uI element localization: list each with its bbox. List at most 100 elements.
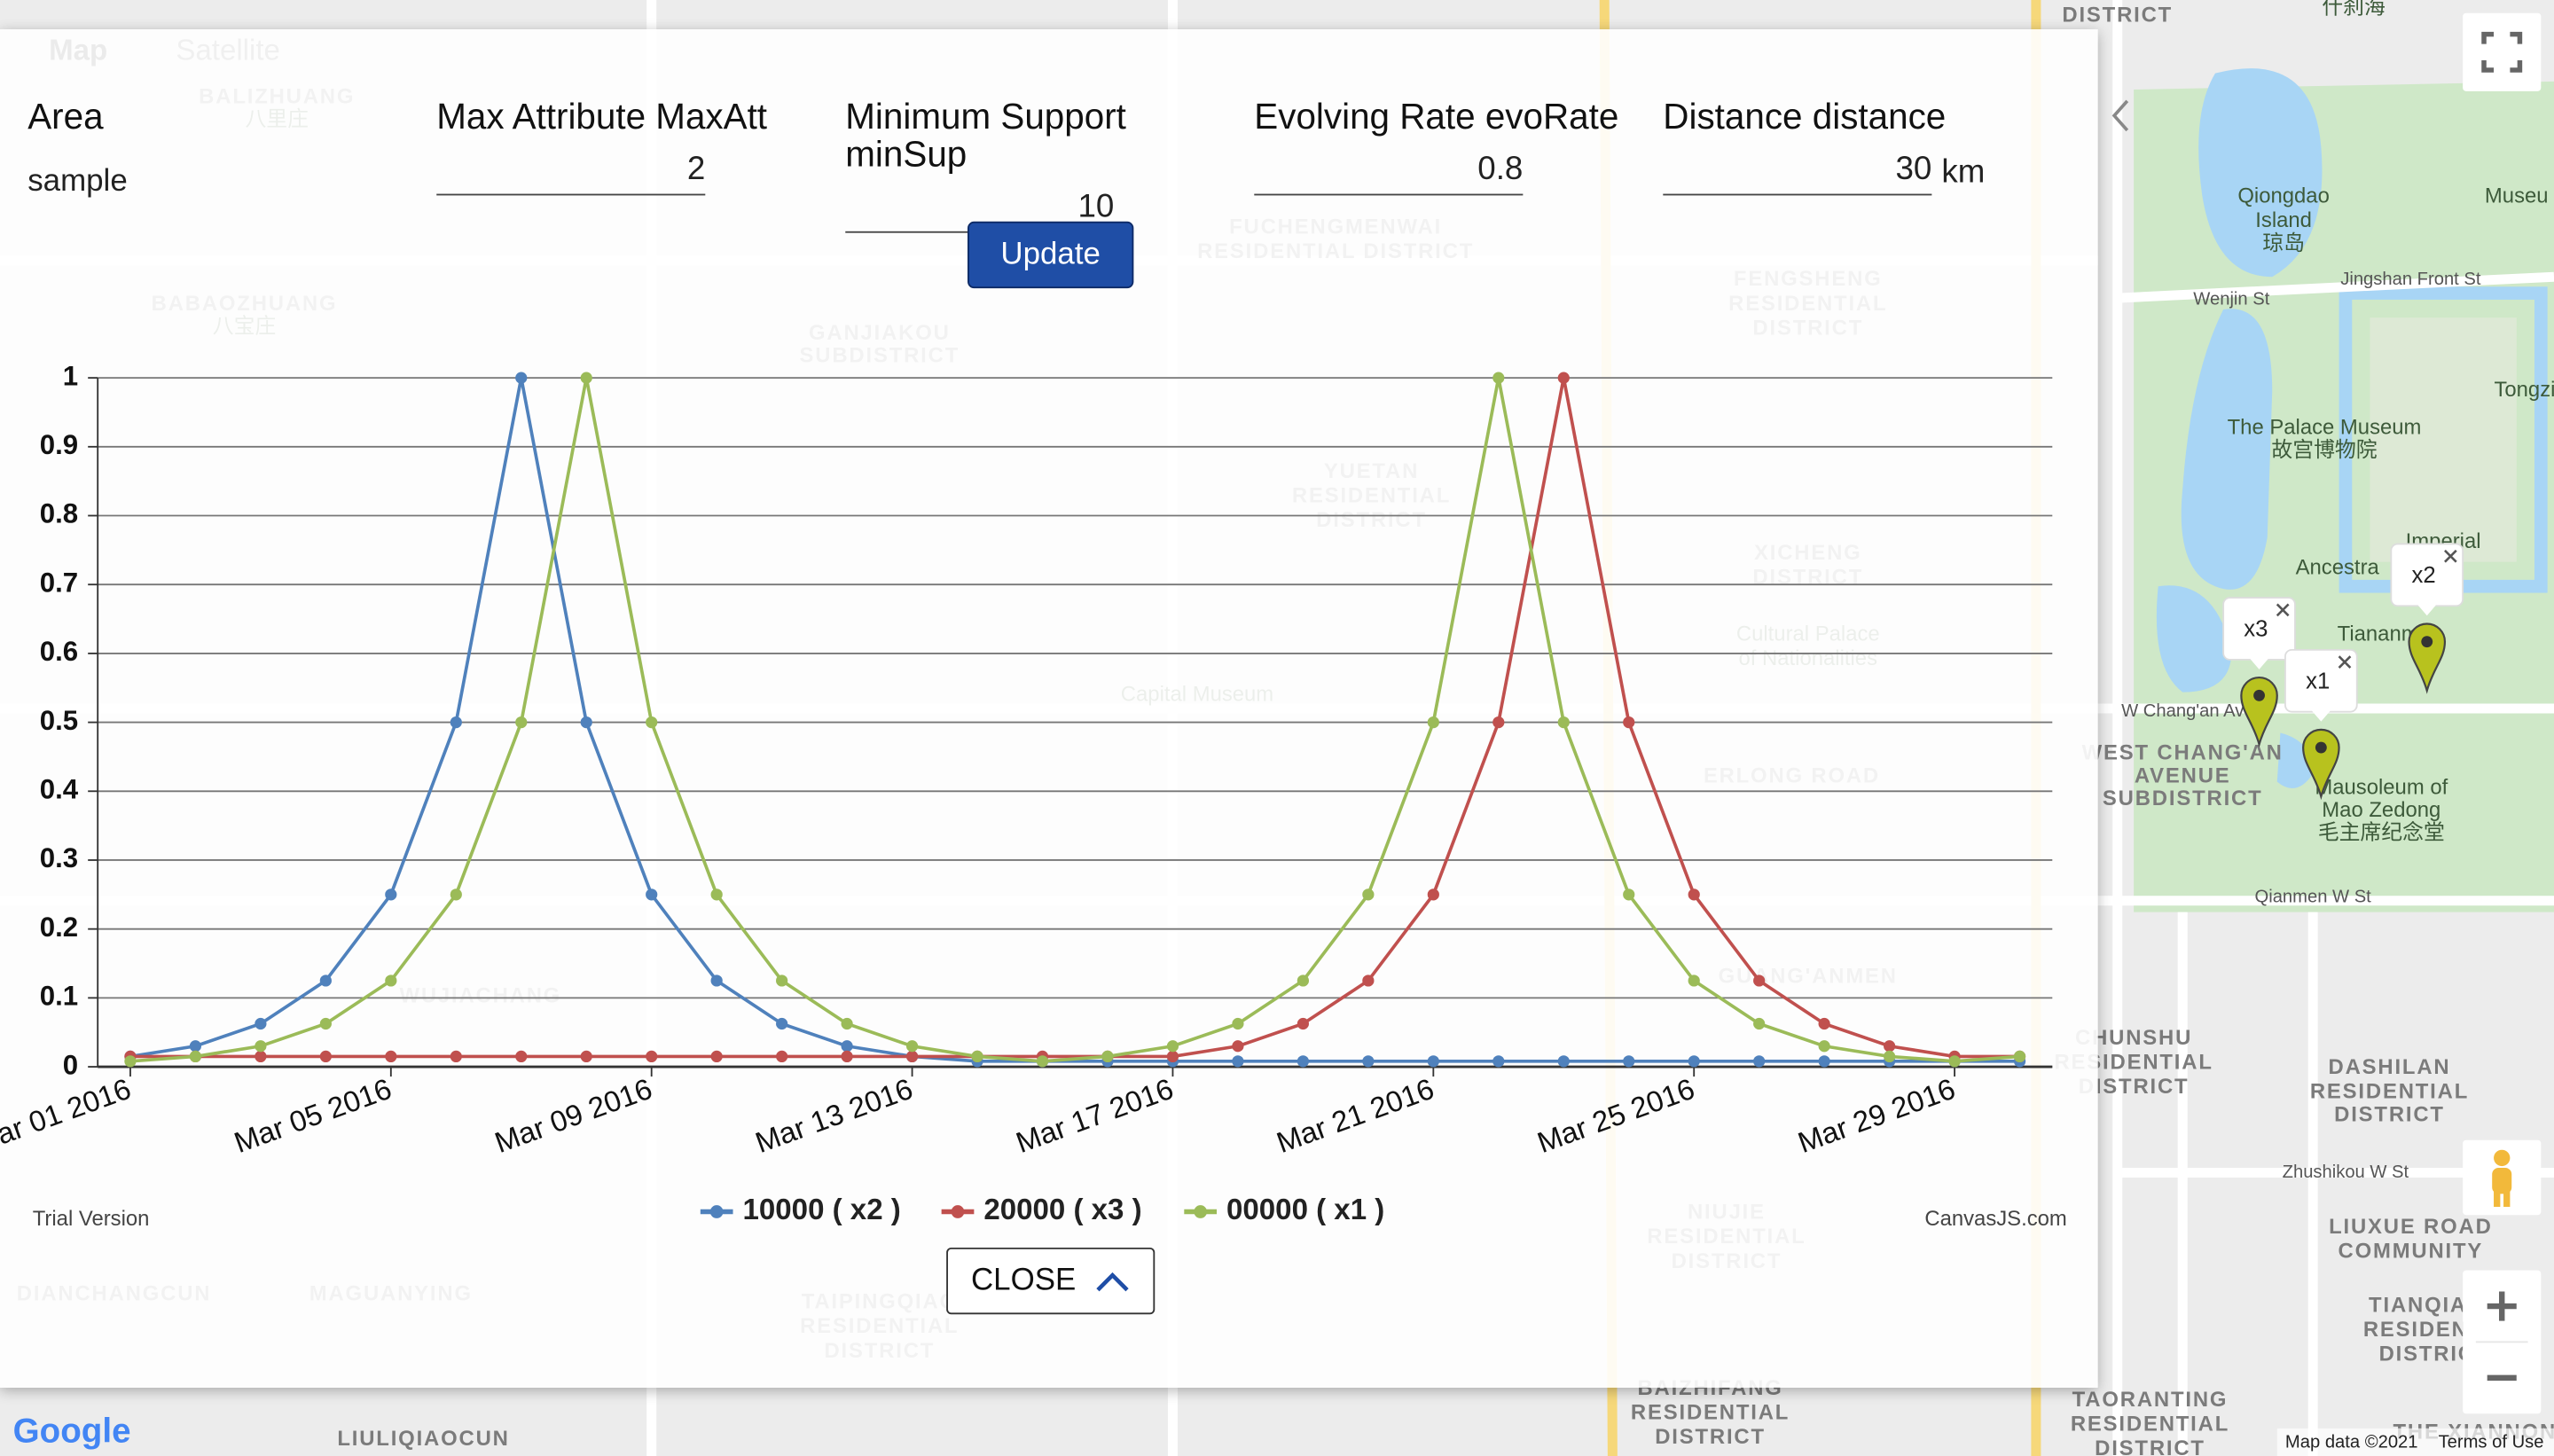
data-point: [319, 1017, 332, 1030]
data-point: [1166, 1040, 1179, 1053]
data-point: [124, 1055, 137, 1068]
data-point: [385, 1050, 397, 1063]
attribution-bar: [2276, 1428, 2554, 1456]
zoom-controls[interactable]: [2463, 1270, 2542, 1414]
data-point: [776, 1017, 788, 1030]
field-label: Evolving Rate evoRate: [1254, 96, 1619, 137]
data-point: [1623, 716, 1635, 729]
map-label: RESIDENTIAL: [2071, 1412, 2229, 1436]
data-point: [1427, 1055, 1439, 1068]
credit[interactable]: CanvasJS.com: [1924, 1207, 2066, 1231]
field-input[interactable]: 30: [1663, 148, 1932, 196]
data-point: [450, 716, 462, 729]
map-label: Zhushikou W St: [2283, 1162, 2409, 1182]
data-point: [580, 372, 592, 384]
info-window-text: x2: [2411, 563, 2435, 588]
data-point: [841, 1050, 853, 1063]
lake: [2156, 585, 2232, 693]
data-point: [580, 716, 592, 729]
map-label: COMMUNITY: [2339, 1240, 2484, 1264]
data-point: [580, 1050, 592, 1063]
data-point: [1818, 1055, 1830, 1068]
data-point: [1753, 1055, 1766, 1068]
series-line: [129, 377, 2020, 1063]
pegman-button[interactable]: [2463, 1139, 2542, 1216]
info-window-close[interactable]: [2276, 603, 2290, 617]
map-label: RESIDENTIAL: [1631, 1401, 1790, 1425]
attribution: Map data ©2021: [2285, 1433, 2418, 1452]
field-input[interactable]: 2: [436, 148, 706, 196]
field-input[interactable]: 0.8: [1254, 148, 1524, 196]
y-tick-label: 0.5: [40, 705, 78, 736]
map-label: LIULIQIAOCUN: [337, 1427, 509, 1451]
map-marker[interactable]: x2: [2390, 543, 2464, 694]
lake: [2181, 309, 2273, 590]
legend-dot: [1194, 1205, 1208, 1218]
map-label: 什刹海: [2322, 0, 2386, 19]
data-point: [255, 1017, 267, 1030]
map-label: DISTRICT: [1655, 1425, 1766, 1449]
map-label: Tongzi: [2494, 378, 2554, 402]
y-tick-label: 0.1: [40, 981, 78, 1012]
series-line: [129, 377, 2020, 1063]
data-point: [1362, 888, 1375, 901]
map-marker[interactable]: x3: [2222, 597, 2296, 748]
form-field: Minimum Support minSup 10: [845, 98, 1228, 233]
y-tick-label: 0.9: [40, 429, 78, 460]
pin: [2408, 622, 2447, 694]
info-window-close[interactable]: [2444, 549, 2457, 563]
map-label: W Chang'an Av: [2121, 701, 2245, 721]
map-label: AVENUE: [2135, 763, 2231, 787]
map-label: RESIDENTIAL: [2310, 1080, 2469, 1104]
data-point: [841, 1040, 853, 1053]
map-label: TAORANTING: [2072, 1388, 2229, 1412]
info-window-close[interactable]: [2338, 655, 2352, 669]
terms-link[interactable]: Terms of Use: [2439, 1433, 2544, 1452]
collapse-arrow[interactable]: [2111, 99, 2129, 132]
close-label: CLOSE: [970, 1264, 1077, 1298]
y-tick-label: 0.2: [40, 912, 78, 943]
map-label: Qianmen W St: [2255, 887, 2372, 906]
data-point: [1492, 716, 1505, 729]
data-point: [1623, 888, 1635, 901]
fullscreen-button[interactable]: [2463, 12, 2542, 91]
field-input: sample: [27, 164, 128, 200]
data-point: [841, 1017, 853, 1030]
data-point: [515, 1050, 528, 1063]
data-point: [776, 975, 788, 987]
map-label: WEST CHANG'AN: [2082, 741, 2284, 765]
map-label: SUBDISTRICT: [2103, 787, 2263, 810]
data-point: [1297, 975, 1310, 987]
data-point: [1753, 1017, 1766, 1030]
y-tick-label: 0.8: [40, 498, 78, 529]
map-label: 故宫博物院: [2271, 438, 2377, 462]
data-point: [1232, 1040, 1244, 1053]
field-label: Area: [27, 96, 104, 137]
data-point: [1818, 1040, 1830, 1053]
data-point: [1688, 888, 1700, 901]
legend-label[interactable]: 10000 ( x2 ): [743, 1194, 901, 1226]
y-tick-label: 0.6: [40, 636, 78, 667]
pin-dot: [2421, 636, 2433, 648]
map-marker[interactable]: x1: [2284, 648, 2358, 801]
map-label: DISTRIC: [2379, 1342, 2475, 1366]
map-label: DISTRICT: [2095, 1436, 2205, 1456]
close-button[interactable]: CLOSE: [946, 1247, 1156, 1315]
info-window-tail: [2417, 604, 2437, 616]
map-label: Wenjin St: [2193, 289, 2269, 309]
data-point: [319, 975, 332, 987]
data-point: [1427, 716, 1439, 729]
markers: x3 x1 x2: [2222, 543, 2464, 801]
data-point: [1623, 1055, 1635, 1068]
legend-dot: [951, 1205, 965, 1218]
legend-label[interactable]: 00000 ( x1 ): [1226, 1194, 1384, 1226]
data-point: [1232, 1017, 1244, 1030]
y-tick-label: 0.4: [40, 774, 79, 805]
update-button[interactable]: Update: [968, 221, 1134, 289]
legend-label[interactable]: 20000 ( x3 ): [983, 1194, 1141, 1226]
info-window-tail: [2311, 709, 2331, 722]
data-point: [189, 1040, 202, 1053]
legend-dot: [709, 1205, 724, 1218]
y-tick-label: 0.3: [40, 842, 78, 873]
